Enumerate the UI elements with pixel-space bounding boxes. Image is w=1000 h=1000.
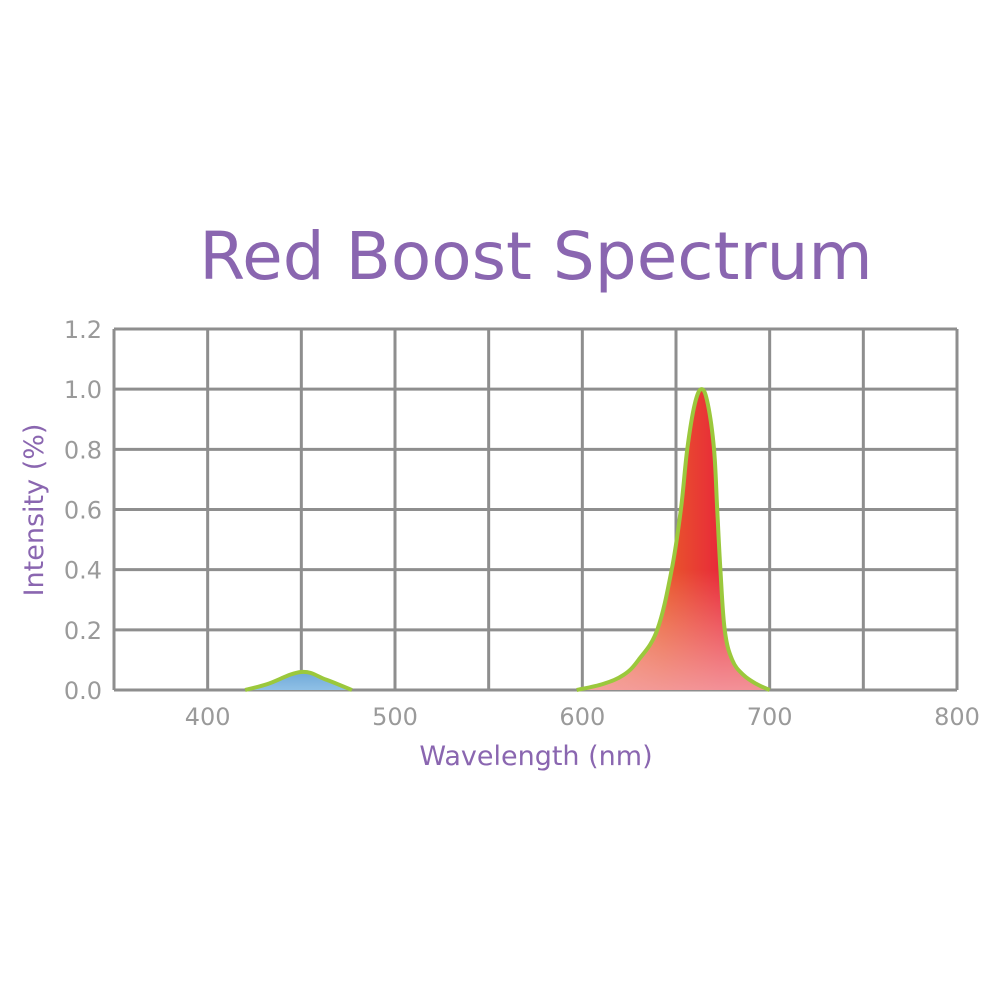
series-area-fill [245, 671, 352, 690]
y-axis-label: Intensity (%) [19, 424, 50, 597]
series-outline [244, 669, 353, 692]
chart-title: Red Boost Spectrum [199, 218, 872, 295]
y-tick-label: 0.2 [64, 617, 102, 645]
y-tick-label: 1.2 [64, 316, 102, 344]
x-tick-label: 400 [185, 703, 231, 731]
series-outline [576, 387, 771, 692]
series-group [244, 387, 771, 692]
y-tick-label: 1.0 [64, 376, 102, 404]
y-tick-label: 0.6 [64, 497, 102, 525]
x-tick-labels: 400 500 600 700 800 [185, 703, 980, 731]
x-axis-label: Wavelength (nm) [419, 741, 652, 772]
x-tick-label: 700 [747, 703, 793, 731]
grid [112, 327, 959, 692]
series-area-fill [576, 389, 770, 690]
y-tick-label: 0.8 [64, 436, 102, 464]
y-tick-label: 0.0 [64, 677, 102, 705]
x-tick-label: 800 [934, 703, 980, 731]
x-tick-label: 600 [559, 703, 605, 731]
y-tick-labels: 0.0 0.2 0.4 0.6 0.8 1.0 1.2 [64, 316, 102, 705]
x-tick-label: 500 [372, 703, 418, 731]
y-tick-label: 0.4 [64, 557, 102, 585]
